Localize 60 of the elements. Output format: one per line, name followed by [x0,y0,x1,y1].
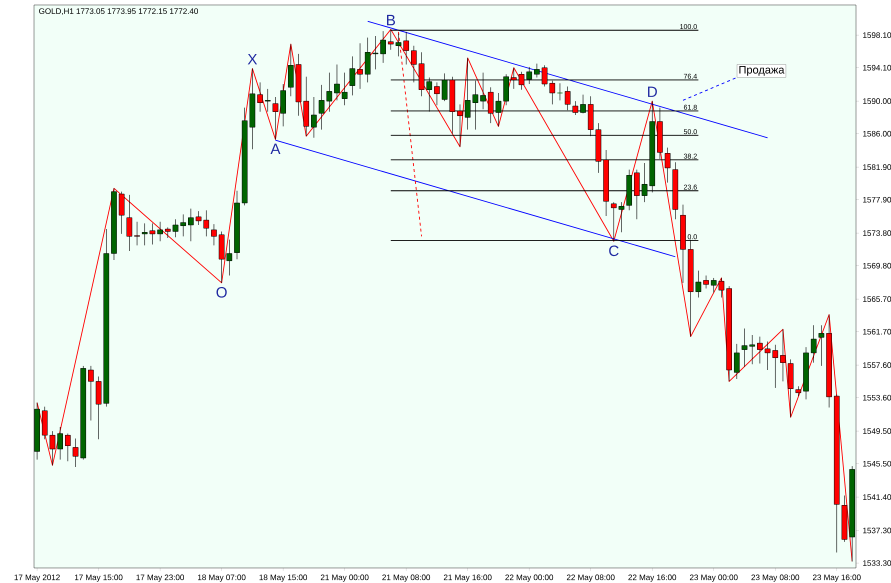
candlestick [734,344,740,380]
x-tick-label: 17 May 23:00 [136,574,184,582]
candlestick [742,328,748,368]
candlestick [364,37,371,83]
data-label: D [648,86,657,97]
candlestick [318,84,324,130]
candlestick [780,328,786,382]
y-tick-label: 1533.30 [863,560,891,566]
candlestick [264,88,271,112]
x-tick-label: 22 May 00:00 [505,574,554,582]
y-tick-label: 1561.70 [863,328,891,335]
y-tick-label: 1537.30 [863,528,891,534]
candlestick [749,334,756,365]
x-tick-label: 23 May 16:00 [812,574,861,582]
candlestick [618,202,624,233]
y-tick-label: 1577.90 [863,196,891,203]
y-tick-label: 1549.50 [863,428,891,434]
candlestick [311,96,317,138]
y-tick-label: 1598.10 [863,32,891,38]
candlestick [226,239,232,276]
x-tick-label: 21 May 00:00 [320,574,369,582]
data-label: X [248,54,258,64]
x-tick-label: 18 May 15:00 [260,574,308,582]
y-tick-label: 1594.10 [863,64,891,71]
x-tick-label: 18 May 07:00 [198,574,246,582]
y-tick-label: 1590.00 [863,98,891,104]
x-tick-label: 17 May 2012 [14,574,60,582]
chart-title: GOLD,H1 1773.05 1773.95 1772.15 1772.40 [39,8,198,15]
series-label: Продажа [739,66,784,76]
y-tick-label: 1565.70 [863,296,891,302]
candlestick [810,324,817,363]
y-tick-label: 1557.60 [863,362,891,368]
y-tick-label: 1545.50 [863,460,891,467]
y-tick-label: 1541.40 [863,494,891,500]
line-series [36,28,853,562]
x-tick-label: 22 May 16:00 [628,574,676,582]
x-tick-label: 22 May 08:00 [566,574,615,582]
y-tick-label: 1553.60 [863,394,891,401]
candlestick [164,227,171,238]
y-tick-label: 1586.00 [863,130,891,137]
y-tick-label: 1569.80 [863,262,891,269]
candlestick [64,433,71,462]
data-label: O [216,287,227,298]
data-label: C [609,245,619,256]
candlestick [772,344,778,388]
candlestick [203,210,210,237]
candlestick [557,82,563,101]
candlestick [710,278,717,293]
y-tick-label: 1573.80 [863,230,891,236]
y-tick-label: 1581.90 [863,164,891,170]
candlestick [72,438,78,468]
x-tick-label: 21 May 08:00 [382,574,430,582]
x-tick-label: 23 May 08:00 [751,574,800,582]
data-label: A [270,144,280,154]
x-tick-label: 17 May 15:00 [74,574,123,582]
x-tick-label: 21 May 16:00 [444,574,492,582]
data-label: B [387,14,395,26]
candlestick [326,72,332,112]
candlestick [142,223,148,246]
x-tick-label: 23 May 00:00 [690,574,738,582]
